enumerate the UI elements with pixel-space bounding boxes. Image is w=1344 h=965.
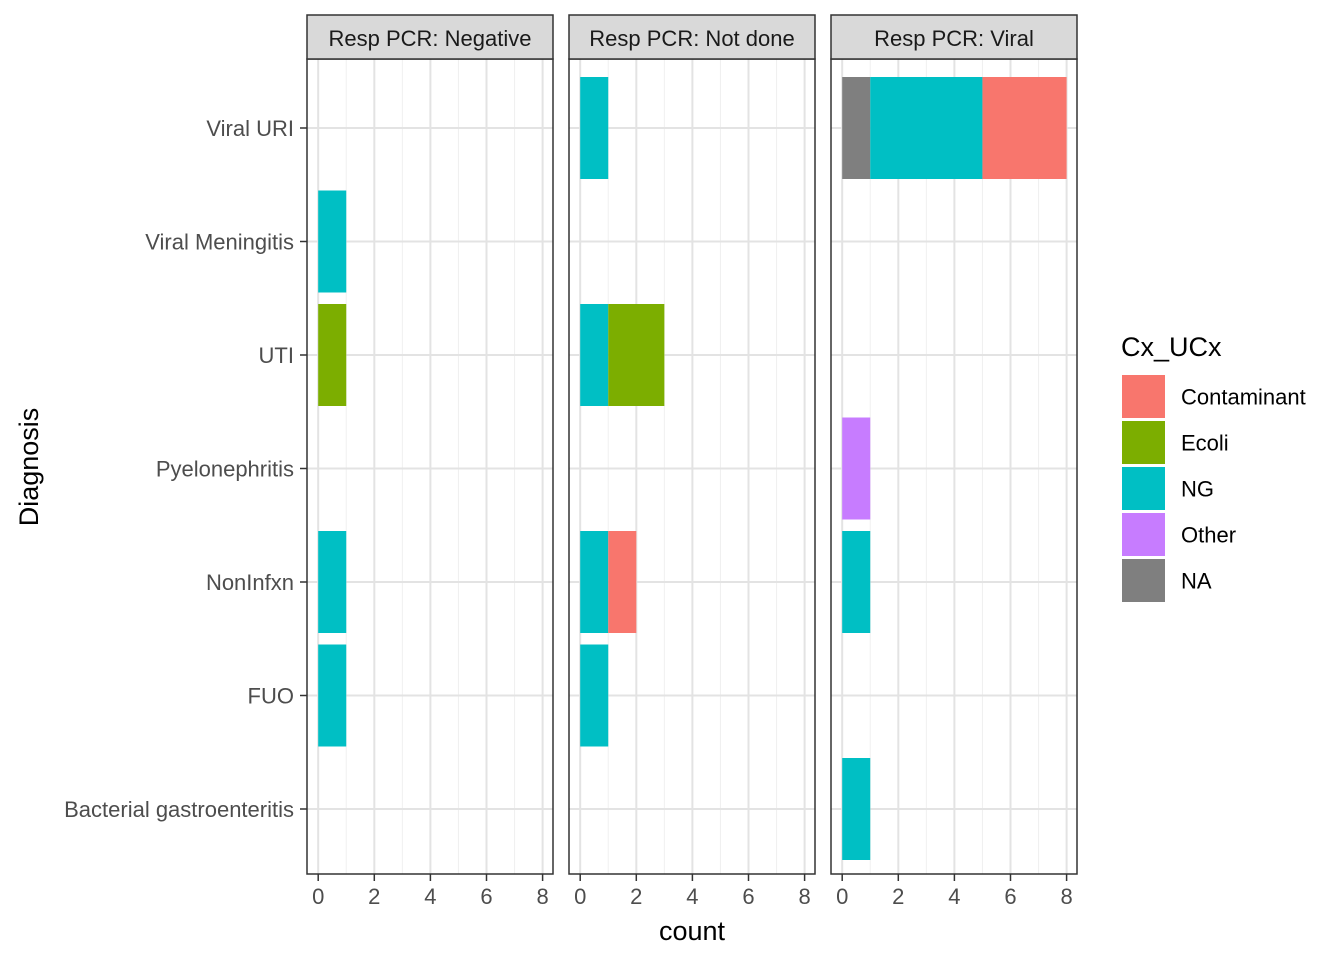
legend: Cx_UCx Contaminant Ecoli NG Other NA [1121, 332, 1306, 602]
x-tick-label: 4 [948, 884, 960, 909]
bar-segment [580, 644, 609, 747]
x-tick-label: 6 [742, 884, 754, 909]
facet-panel: Resp PCR: Not done 0 2 4 6 8 [568, 14, 816, 909]
x-tick-label: 4 [424, 884, 436, 909]
legend-label: NA [1181, 569, 1212, 594]
facet-strip [830, 14, 1078, 60]
legend-key [1122, 513, 1165, 556]
facet-strip-label: Resp PCR: Viral [874, 26, 1034, 51]
facet-strip-label: Resp PCR: Not done [589, 26, 794, 51]
x-tick-label: 4 [686, 884, 698, 909]
bar-segment [842, 531, 871, 633]
x-tick-label: 8 [798, 884, 810, 909]
x-tick-label: 8 [536, 884, 548, 909]
bar-segment [842, 417, 871, 520]
x-tick-label: 6 [1004, 884, 1016, 909]
legend-label: Other [1181, 523, 1236, 548]
bar-segment [580, 77, 609, 179]
facet-panel: Resp PCR: Viral 0 2 4 6 8 [830, 14, 1078, 909]
x-tick-label: 0 [574, 884, 586, 909]
legend-key [1122, 375, 1165, 418]
bar-segment [982, 77, 1067, 179]
legend-title: Cx_UCx [1121, 332, 1222, 362]
facet-panel: Resp PCR: Negative 0 2 4 6 8 [306, 14, 554, 909]
legend-label: NG [1181, 477, 1214, 502]
bar-segment [580, 304, 609, 406]
facet-strip [306, 14, 554, 60]
bar-segment [870, 77, 983, 179]
x-tick-label: 0 [836, 884, 848, 909]
y-axis-title: Diagnosis [14, 408, 44, 527]
bar-segment [318, 644, 347, 747]
y-tick-label: NonInfxn [206, 570, 294, 595]
facet-strip-label: Resp PCR: Negative [329, 26, 532, 51]
bar-segment [318, 531, 347, 633]
bar-segment [842, 758, 871, 860]
facet-strip [568, 14, 816, 60]
y-tick-label: Bacterial gastroenteritis [64, 797, 294, 822]
bar-segment [842, 77, 871, 179]
bar-segment [608, 304, 665, 406]
y-tick-label: FUO [248, 684, 294, 709]
x-tick-label: 8 [1060, 884, 1072, 909]
x-tick-label: 2 [368, 884, 380, 909]
x-tick-label: 6 [480, 884, 492, 909]
x-tick-label: 2 [630, 884, 642, 909]
y-tick-label: Viral Meningitis [145, 230, 294, 255]
y-tick-label: Pyelonephritis [156, 457, 294, 482]
legend-label: Contaminant [1181, 385, 1306, 410]
bar-segment [608, 531, 637, 633]
y-tick-label: UTI [259, 343, 294, 368]
y-tick-label: Viral URI [206, 116, 294, 141]
legend-key [1122, 421, 1165, 464]
bar-segment [318, 190, 347, 293]
legend-label: Ecoli [1181, 431, 1229, 456]
bar-segment [318, 304, 347, 406]
x-axis-title: count [659, 916, 726, 946]
x-tick-label: 0 [312, 884, 324, 909]
bar-segment [580, 531, 609, 633]
legend-key [1122, 559, 1165, 602]
legend-key [1122, 467, 1165, 510]
x-tick-label: 2 [892, 884, 904, 909]
